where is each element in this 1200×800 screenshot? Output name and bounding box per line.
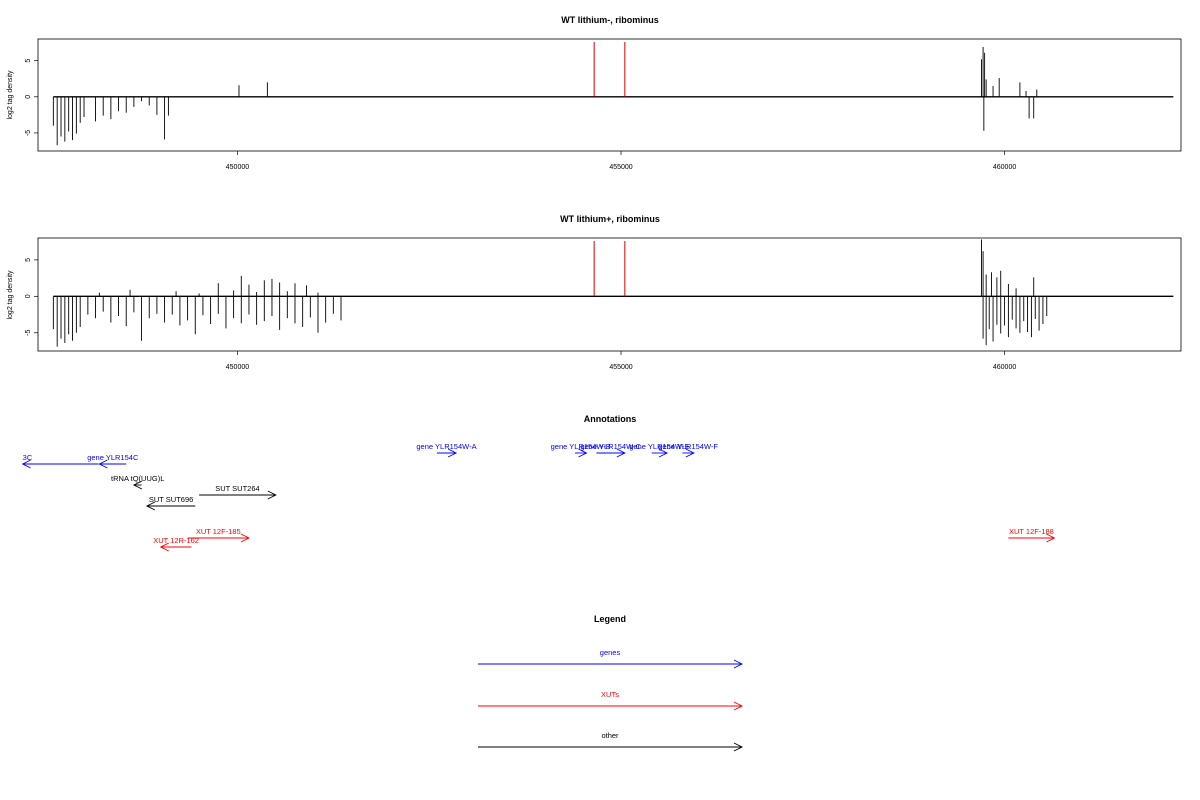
annotation-trna-tq-uug-l: tRNA tQ(UUG)L [111,474,164,490]
legend-arrowhead [733,701,744,711]
annotation-label: gene YLR154W-A [416,442,476,451]
annotations-track: Annotations 3C gene YLR154C tRNA tQ(UUG)L S… [21,414,1056,552]
y-tick-label-1: 0 [25,95,32,99]
x-tick-label-1: 455000 [609,164,632,171]
annotation-arrowhead [578,448,588,458]
legend-label: other [601,731,619,740]
legend-arrowhead [733,742,744,752]
annotation-arrowhead [98,459,108,469]
y-tick-label-1: 0 [25,294,32,298]
annotation-label: gene YLR154W-B [551,442,611,451]
annotations-title: Annotations [584,414,637,424]
annotation-gene-ylr154w-c: gene YLR154W-C [580,442,642,458]
annotation-sut-sut696: SUT SUT696 [145,495,196,511]
legend-label: XUTs [601,690,619,699]
panel-1-ylabel: log2 tag density [7,70,14,120]
annotation-label: XUT 12F-188 [1009,527,1054,536]
annotation-arrowhead [658,448,669,458]
annotation-label: XUT 12R-162 [153,536,199,545]
annotation-label: gene YLR154C [87,453,139,462]
annotation-gene-ylr154w-b: gene YLR154W-B [551,442,611,458]
x-tick-label-1: 455000 [609,364,632,371]
panel-1-title: WT lithium-, ribominus [561,15,659,25]
legend-entry-xuts: XUTs [478,690,744,711]
x-tick-label-0: 450000 [226,164,249,171]
y-tick-label-0: 5 [25,258,32,262]
annotation-label: SUT SUT264 [215,484,259,493]
annotation-arrowhead [1046,533,1056,543]
annotation-label: SUT SUT696 [149,495,193,504]
annotation-arrowhead [145,501,156,511]
legend-title: Legend [594,614,626,624]
annotation-label: 3C [23,453,33,462]
legend-entry-genes: genes [478,648,744,669]
x-tick-label-2: 460000 [993,364,1016,371]
annotation-xut-12r-162: XUT 12R-162 [153,536,199,552]
annotation-arrowhead [132,480,143,490]
annotation-arrowhead [240,533,250,543]
annotation-gene-ylr154w-e: gene YLR154W-E [629,442,689,458]
annotation-label: gene YLR154W-F [658,442,718,451]
annotation-arrowhead [267,490,277,500]
annotation-sut-sut264: SUT SUT264 [199,484,277,500]
annotation-xut-12f-188: XUT 12F-188 [1008,527,1056,543]
annotation-label: gene YLR154W-C [580,442,641,451]
annotation-xut-12f-185: XUT 12F-185 [187,527,250,543]
x-tick-label-2: 460000 [993,164,1016,171]
annotation-arrowhead [21,459,31,469]
panel-2-title: WT lithium+, ribominus [560,214,660,224]
annotation-gene-ylr154w-f: gene YLR154W-F [658,442,718,458]
x-tick-label-0: 450000 [226,364,249,371]
y-tick-label-2: -5 [25,130,32,136]
panel-2-frame [37,237,1182,352]
legend: Legend genes XUTs other [478,614,744,752]
legend-label: genes [600,648,621,657]
annotation-arrowhead [616,448,626,458]
annotation-gene-ylr154w-a: gene YLR154W-A [416,442,477,458]
panel-2-ylabel: log2 tag density [7,270,14,320]
panel-wt-lithium-plus: WT lithium+, ribominus log2 tag density … [7,214,1182,371]
panel-wt-lithium-minus: WT lithium-, ribominus log2 tag density … [7,15,1182,171]
y-tick-label-0: 5 [25,59,32,63]
annotation-label: XUT 12F-185 [196,527,241,536]
legend-arrowhead [733,659,744,669]
annotation-gene-ylr154c: gene YLR154C [87,453,139,469]
panel-1-frame [37,38,1182,152]
legend-entry-other: other [478,731,744,752]
annotation-label: gene YLR154W-E [629,442,689,451]
annotation-gene-ylr153c: 3C [21,453,99,469]
annotation-arrowhead [447,448,458,458]
annotation-arrowhead [159,542,169,552]
annotation-label: tRNA tQ(UUG)L [111,474,164,483]
annotation-arrowhead [685,448,695,458]
y-tick-label-2: -5 [25,330,32,336]
